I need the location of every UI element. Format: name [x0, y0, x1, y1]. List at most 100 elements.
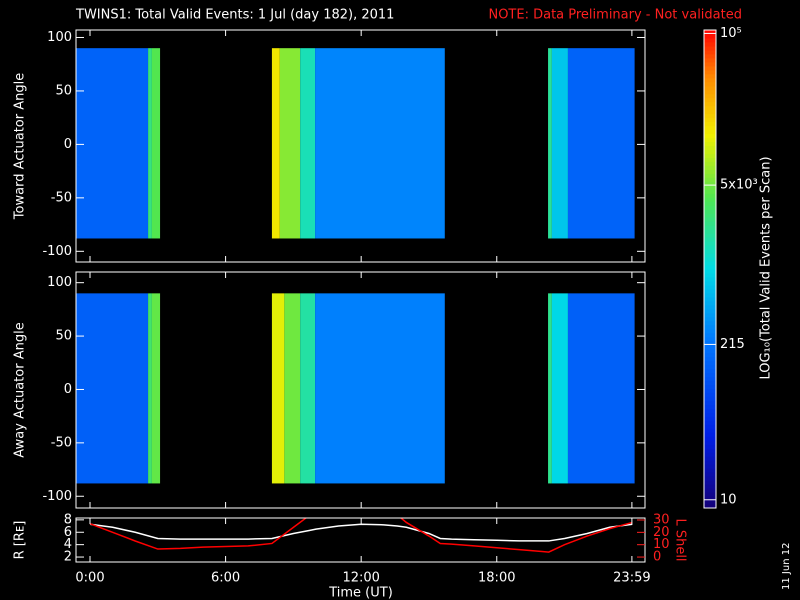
y-tick-label: 100 [47, 275, 72, 290]
colorbar-cell [704, 213, 716, 218]
colorbar-cell [704, 97, 716, 103]
x-axis-label: Time (UT) [328, 586, 393, 600]
colorbar-cell [704, 261, 716, 266]
colorbar-cell [704, 420, 716, 425]
y-tick-label: 0 [64, 382, 72, 397]
colorbar-cell [704, 145, 716, 150]
spectrogram-block [551, 293, 568, 484]
colorbar-cell [704, 472, 716, 477]
y-tick-label: 0 [64, 137, 72, 152]
colorbar-cell [704, 229, 716, 234]
colorbar-cell [704, 173, 716, 178]
colorbar-cell [704, 257, 716, 262]
colorbar-cell [704, 153, 716, 158]
colorbar-cell [704, 492, 716, 497]
colorbar-cell [704, 484, 716, 489]
spectrogram-block [148, 293, 152, 484]
spectrogram-block [548, 293, 552, 484]
colorbar-cell [704, 177, 716, 182]
colorbar-cell [704, 404, 716, 409]
spectrogram-block [548, 48, 552, 239]
colorbar-tick-label: 10⁵ [720, 26, 742, 41]
colorbar-cell [704, 161, 716, 166]
colorbar-cell [704, 30, 716, 35]
colorbar-cell [704, 452, 716, 457]
colorbar-cell [704, 324, 716, 330]
spectrogram-block [284, 293, 301, 484]
y-tick-label: -100 [42, 489, 72, 504]
line-group [89, 518, 633, 553]
spectrogram-block [151, 293, 161, 484]
colorbar-cell [704, 69, 716, 75]
colorbar-cell [704, 344, 716, 350]
colorbar-cell [704, 37, 716, 43]
colorbar-cell [704, 336, 716, 342]
colorbar-tick-label: 5x10³ [720, 178, 758, 193]
colorbar-cell [704, 500, 716, 505]
colorbar-cell [704, 308, 716, 314]
y-tick-label: -50 [51, 435, 72, 450]
colorbar-cell [704, 45, 716, 51]
colorbar-cell [704, 400, 716, 405]
colorbar-cell [704, 380, 716, 386]
colorbar-cell [704, 288, 716, 294]
y2-tick-label: 20 [653, 525, 670, 540]
colorbar-cell [704, 253, 716, 258]
colorbar-cell [704, 460, 716, 465]
colorbar-cell [704, 265, 716, 270]
colorbar-cell [704, 201, 716, 206]
colorbar-cell [704, 396, 716, 401]
colorbar-cell [704, 73, 716, 79]
colorbar-cell [704, 241, 716, 246]
colorbar-cell [704, 272, 716, 278]
colorbar-cell [704, 332, 716, 338]
colorbar-cell [704, 436, 716, 441]
colorbar-cell [704, 292, 716, 298]
y-tick-label: 8 [64, 512, 72, 527]
colorbar-cell [704, 117, 716, 123]
spectrogram-block [551, 48, 568, 239]
colorbar-cell [704, 233, 716, 238]
chart-title: TWINS1: Total Valid Events: 1 Jul (day 1… [75, 8, 394, 23]
colorbar-cell [704, 109, 716, 115]
colorbar-cell [704, 316, 716, 322]
y-axis-label: Toward Actuator Angle [13, 73, 28, 220]
spectrogram-block [315, 293, 445, 484]
colorbar-cell [704, 376, 716, 382]
colorbar-cell [704, 432, 716, 437]
colorbar-cell [704, 408, 716, 413]
side-date: 11 Jun 12 [781, 543, 792, 590]
colorbar-cell [704, 364, 716, 370]
line-series [399, 518, 633, 553]
colorbar-cell [704, 129, 716, 135]
x-tick-label: 12:00 [342, 571, 379, 586]
y-tick-label: 50 [55, 83, 72, 98]
colorbar-cell [704, 412, 716, 417]
spectrogram-block [76, 48, 149, 239]
colorbar-cell [704, 113, 716, 119]
x-tick-label: 0:00 [75, 571, 104, 586]
colorbar-cell [704, 476, 716, 481]
colorbar-cell [704, 496, 716, 501]
plot-frame [75, 517, 646, 563]
y2-tick-label: 30 [653, 512, 670, 527]
colorbar-cell [704, 428, 716, 433]
colorbar-cell [704, 181, 716, 186]
colorbar-cell [704, 93, 716, 99]
y-axis-label: Away Actuator Angle [13, 322, 28, 457]
colorbar-label: LOG₁₀(Total Valid Events per Scan) [759, 156, 774, 379]
x-tick-label: 23:59 [613, 571, 650, 586]
y2-tick-label: 0 [653, 550, 661, 565]
colorbar-cell [704, 65, 716, 71]
colorbar-cell [704, 384, 716, 389]
y-tick-label: 6 [64, 525, 72, 540]
colorbar-cell [704, 440, 716, 445]
colorbar-cell [704, 249, 716, 254]
colorbar-cell [704, 320, 716, 326]
x-tick-label: 6:00 [211, 571, 240, 586]
colorbar-cell [704, 185, 716, 190]
colorbar-cell [704, 368, 716, 374]
colorbar-tick-label: 215 [720, 337, 745, 352]
colorbar-cell [704, 33, 716, 39]
spectrogram-block [76, 293, 149, 484]
